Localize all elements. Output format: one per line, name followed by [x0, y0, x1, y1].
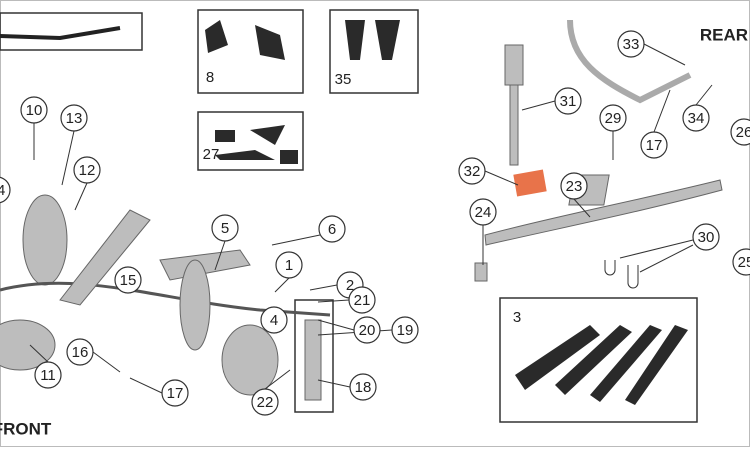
callout-circle [640, 131, 668, 159]
callout-circle [458, 157, 486, 185]
inset-box [294, 299, 334, 413]
callout-label: 30 [698, 229, 715, 246]
box-number: 35 [335, 71, 352, 88]
callout-label: 14 [0, 182, 5, 199]
callout-label: 18 [355, 379, 372, 396]
inset-box [197, 111, 304, 171]
callout-label: 31 [560, 93, 577, 110]
callout-circle [260, 306, 288, 334]
callout-circle [34, 361, 62, 389]
callout-label: 2 [346, 277, 354, 294]
callout-label: 33 [623, 36, 640, 53]
callout-circle [469, 198, 497, 226]
callout-label: 29 [605, 110, 622, 127]
callout-circle [554, 87, 582, 115]
callout-circle [318, 215, 346, 243]
callout-circle [730, 118, 750, 146]
box-number: 8 [206, 69, 214, 86]
callout-label: 19 [397, 322, 414, 339]
callout-circle [73, 156, 101, 184]
callout-circle [20, 96, 48, 124]
callout-circle [682, 104, 710, 132]
callout-label: 25 [738, 254, 750, 271]
callout-circle [391, 316, 419, 344]
callout-label: 5 [221, 220, 229, 237]
callout-label: 22 [257, 394, 274, 411]
callout-label: 34 [688, 110, 705, 127]
callout-circle [251, 388, 279, 416]
callout-label: 20 [359, 322, 376, 339]
inset-box [329, 9, 419, 94]
callouts: 1013121456121542120191822161711333117342… [0, 30, 750, 416]
callout-circle [211, 214, 239, 242]
callout-label: 23 [566, 178, 583, 195]
callout-label: 6 [328, 221, 336, 238]
front-label: FRONT [0, 419, 52, 438]
callout-label: 12 [79, 162, 96, 179]
callout-label: 1 [285, 257, 293, 274]
leader-lines [29, 43, 713, 394]
callout-circle [349, 373, 377, 401]
callout-circle [348, 286, 376, 314]
callout-label: 24 [475, 204, 492, 221]
inset-box [499, 297, 698, 423]
callout-circle [599, 104, 627, 132]
callout-label: 16 [72, 344, 89, 361]
callout-label: 10 [26, 102, 43, 119]
callout-label: 15 [120, 272, 137, 289]
callout-circle [732, 248, 750, 276]
callout-label: 17 [646, 137, 663, 154]
callout-label: 4 [270, 312, 278, 329]
parts [0, 19, 723, 405]
box-number: 27 [203, 146, 220, 163]
rear-label: REAR [700, 25, 748, 44]
callout-label: 17 [167, 385, 184, 402]
callout-label: 13 [66, 110, 83, 127]
callout-circle [161, 379, 189, 407]
callout-circle [275, 251, 303, 279]
callout-circle [617, 30, 645, 58]
box-number: 3 [513, 309, 521, 326]
callout-circle [0, 176, 11, 204]
callout-circle [560, 172, 588, 200]
inset-box [0, 12, 143, 51]
callout-circle [114, 266, 142, 294]
callout-circle [60, 104, 88, 132]
callout-label: 26 [736, 124, 750, 141]
callout-circle [66, 338, 94, 366]
callout-label: 11 [40, 367, 56, 384]
callout-label: 21 [354, 292, 371, 309]
callout-circle [692, 223, 720, 251]
inset-box [197, 9, 304, 94]
callout-circle [353, 316, 381, 344]
callout-label: 32 [464, 163, 481, 180]
